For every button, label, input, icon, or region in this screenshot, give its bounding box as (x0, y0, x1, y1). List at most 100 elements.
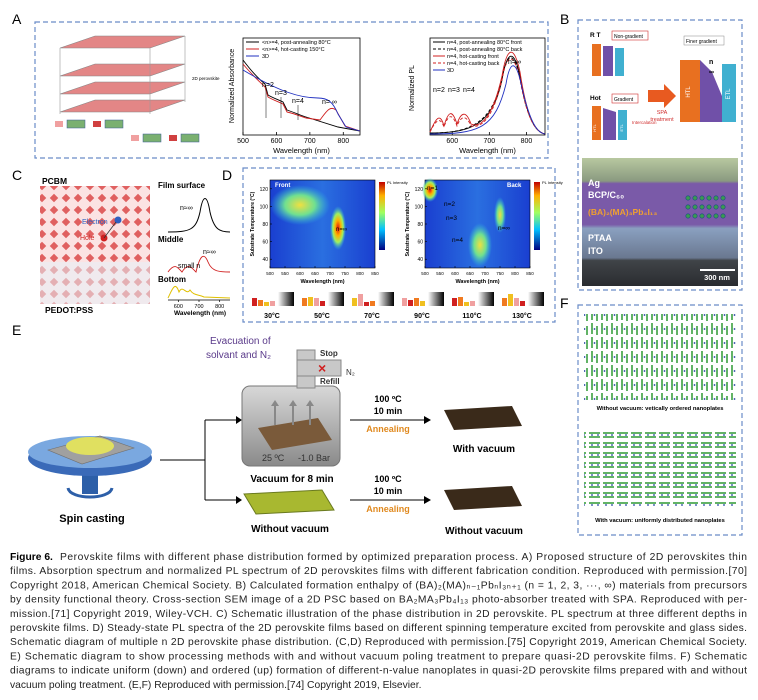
phase-bar (252, 298, 257, 306)
phase-bar (470, 301, 475, 306)
y-tick-label: 120 (260, 187, 269, 193)
carrier-label: Electron (82, 219, 108, 226)
phase-bar (520, 301, 525, 306)
nanoplate-image (584, 314, 736, 400)
lattice-dot (713, 213, 719, 219)
depth-label: Film surface (158, 181, 206, 190)
annotation: n≈∞ (180, 205, 193, 212)
phase-bar (408, 300, 413, 306)
map-title: Back (507, 183, 522, 189)
schematic-label: Intercalation (632, 120, 657, 125)
y-tick-label: 40 (417, 257, 423, 263)
condition-label: 25 ºC (262, 453, 285, 463)
depth-label: Bottom (158, 275, 186, 284)
legend-entry: <n>=4, hot-casting 150°C (262, 47, 325, 53)
x-tick-label: 550 (436, 271, 444, 276)
lattice-dot (692, 213, 698, 219)
arrow-head (424, 416, 431, 424)
phase-bar (314, 298, 319, 306)
legend-entry: n=4, post-annealing 80°C front (447, 40, 522, 46)
y-tick-label: 40 (262, 257, 268, 263)
caption-line: Schematic diagram of multiple n 2D perov… (10, 637, 747, 648)
y-tick-label: 100 (415, 204, 424, 210)
process-label: Refill (320, 377, 340, 386)
panel-label: C (12, 167, 22, 183)
lattice-dot (685, 204, 691, 210)
process-label: N₂ (346, 368, 355, 377)
schematic-label: Gradient (614, 97, 634, 103)
x-tick-label: 650 (466, 271, 474, 276)
condition-label: -1.0 Bar (298, 453, 330, 463)
annealed-film (444, 486, 522, 510)
legend-entry: n=4, post-annealing 80°C back (447, 47, 523, 53)
result-label: Without vacuum (445, 526, 523, 537)
axis-label: Wavelength (nm) (300, 279, 344, 285)
phase-bar (458, 297, 463, 306)
htl-block (592, 106, 601, 140)
x-tick-label: 600 (271, 138, 283, 145)
process-label: Stop (320, 349, 338, 358)
panel-b-frame (577, 19, 743, 291)
curve (429, 58, 546, 135)
caption-line: E) Schematic diagram to show processing … (10, 651, 747, 662)
annotation: n=4 (292, 98, 304, 105)
x-tick-label: 700 (304, 138, 316, 145)
arrow-head (236, 496, 242, 504)
y-tick-label: 80 (262, 222, 268, 228)
annotation: n=2 (262, 82, 274, 89)
gradient-bar (378, 292, 394, 306)
colorbar (534, 182, 540, 250)
plot-frame (429, 37, 546, 136)
phase-bar (370, 301, 375, 306)
lattice-dot (713, 204, 719, 210)
pump-tube (296, 359, 342, 377)
phase-bar (364, 302, 369, 306)
wet-film (243, 489, 335, 515)
panel-label: D (222, 167, 232, 183)
colorbar-title: PL Intensity (387, 180, 408, 185)
precursor-drop (66, 437, 114, 455)
arrow-head (424, 496, 431, 504)
condition-label: 100 ºC (374, 394, 402, 404)
x-tick-label: 500 (266, 271, 274, 276)
x-tick-label: 600 (446, 138, 458, 145)
condition-label: Annealing (366, 504, 410, 514)
lattice-dot (699, 213, 705, 219)
legend-swatch (55, 121, 63, 127)
lattice-dot (699, 195, 705, 201)
legend-entry: n=4, hot-casting front (447, 54, 499, 60)
lattice-dot (706, 195, 712, 201)
rotation-arrow (66, 487, 114, 499)
annotation: n=∞ (336, 227, 347, 233)
phase-bar (464, 302, 469, 306)
phase-bar (302, 298, 307, 306)
lattice-dot (706, 213, 712, 219)
stop-mark: × (318, 360, 326, 376)
phase-bar (420, 301, 425, 306)
legend-entry: 3D (262, 54, 269, 60)
step-label: Vacuum for 8 min (250, 474, 333, 485)
process-arrow (648, 84, 676, 108)
lattice-shade (40, 262, 150, 304)
phase-bar (414, 298, 419, 306)
lattice-dot (685, 195, 691, 201)
x-tick-label: 550 (281, 271, 289, 276)
gradient-bar (428, 292, 444, 306)
panel-a-frame (34, 21, 549, 159)
legend-swatch (131, 135, 139, 141)
layer-label: PTAA (588, 233, 612, 243)
lattice-dot (706, 204, 712, 210)
perovskite-layer (59, 81, 186, 95)
gradient-bar (328, 292, 344, 306)
arrow-head (236, 416, 242, 424)
annotation: n=3 (275, 90, 287, 97)
layer-label: PEDOT:PSS (45, 305, 94, 315)
gradient-bar (478, 292, 494, 306)
lattice-dot (720, 213, 726, 219)
htl-block (680, 60, 700, 122)
x-tick-label: 850 (371, 271, 379, 276)
axis-label: Wavelength (nm) (455, 279, 499, 285)
legend-entry: 3D (447, 68, 454, 74)
y-tick-label: 120 (415, 187, 424, 193)
